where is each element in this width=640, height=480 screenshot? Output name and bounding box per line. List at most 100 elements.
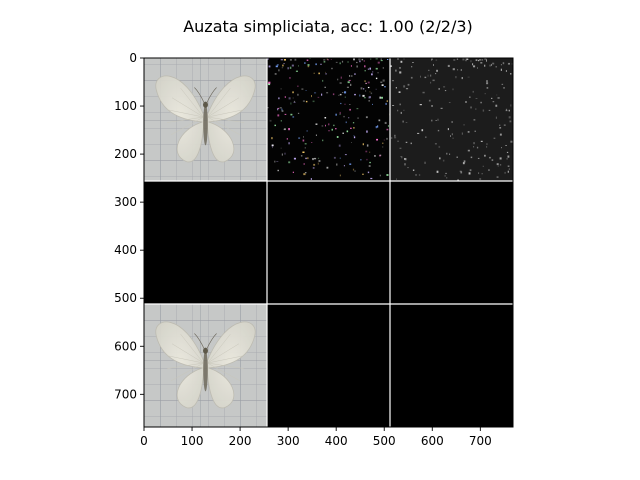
speckle-dot	[467, 76, 470, 78]
speckle-dot	[359, 94, 361, 97]
y-tick-label: 500	[114, 291, 137, 305]
moth-wing-vein	[180, 333, 204, 364]
speckle-dot	[369, 67, 371, 70]
speckle-dot	[303, 173, 306, 176]
speckle-dot	[481, 173, 483, 175]
speckle-dot	[287, 67, 289, 70]
speckle-dot	[377, 61, 380, 64]
speckle-dot	[335, 128, 337, 130]
speckle-dot	[394, 134, 396, 137]
speckle-dot	[421, 129, 424, 132]
speckle-dot	[353, 136, 356, 139]
speckle-dot	[486, 143, 488, 146]
speckle-dot	[480, 101, 482, 104]
speckle-dot	[394, 137, 397, 139]
speckle-dot	[325, 71, 326, 73]
speckle-dot	[453, 59, 456, 61]
speckle-dot	[295, 70, 298, 72]
speckle-dot	[339, 111, 341, 114]
tile-content	[390, 181, 513, 304]
speckle-dot	[484, 58, 487, 60]
speckle-dot	[281, 110, 284, 112]
speckle-dot	[369, 91, 371, 93]
speckle-dot	[280, 147, 282, 149]
speckle-dot	[360, 87, 363, 90]
speckle-dot	[290, 113, 293, 116]
speckle-dot	[343, 115, 345, 118]
speckle-dot	[387, 59, 389, 60]
moth-wing-vein	[207, 116, 245, 123]
speckle-dot	[347, 61, 349, 63]
speckle-dot	[481, 59, 484, 61]
speckle-dot	[302, 151, 305, 153]
speckle-dot	[280, 120, 282, 122]
speckle-dot	[480, 140, 483, 142]
speckle-dot	[277, 114, 280, 117]
speckle-dot	[469, 96, 471, 98]
speckle-dot	[339, 157, 341, 159]
speckle-dot	[297, 93, 299, 96]
speckle-dot	[289, 66, 292, 69]
moth-body	[203, 349, 208, 392]
speckle-dot	[372, 71, 374, 73]
speckle-dot	[374, 155, 376, 157]
speckle-dot	[283, 63, 285, 65]
speckle-dot	[507, 165, 510, 167]
speckle-dot	[363, 88, 365, 90]
speckle-dot	[368, 96, 370, 99]
speckle-dot	[403, 58, 405, 60]
speckle-dot	[280, 88, 282, 90]
image-tiles	[144, 58, 513, 427]
speckle-dot	[431, 105, 433, 107]
speckle-dot	[464, 58, 466, 60]
speckle-dot	[293, 100, 296, 102]
speckle-dot	[336, 163, 338, 166]
speckle-dot	[460, 171, 463, 174]
speckle-dot	[278, 97, 280, 100]
speckle-dot	[405, 88, 409, 90]
speckle-dot	[472, 63, 474, 66]
speckle-dot	[403, 109, 405, 111]
speckle-dot	[379, 174, 381, 177]
speckle-dot	[323, 61, 326, 63]
speckle-dot	[282, 64, 284, 67]
speckle-dot	[326, 58, 328, 60]
speckle-dot	[381, 84, 384, 86]
speckle-dot	[359, 60, 361, 63]
speckle-dot	[428, 99, 431, 102]
moth-wing-vein	[207, 343, 240, 364]
blank-tile-fill	[390, 304, 513, 427]
y-tick-label: 400	[114, 243, 137, 257]
speckle-dot	[375, 67, 378, 70]
speckle-dot	[443, 86, 446, 88]
blank-tile-fill	[267, 181, 390, 304]
speckle-dot	[289, 59, 292, 61]
speckle-dot	[306, 59, 309, 61]
speckle-dot	[430, 74, 432, 77]
speckle-dot	[306, 130, 308, 132]
speckle-dot	[274, 73, 277, 75]
speckle-background	[390, 58, 513, 181]
speckle-dot	[478, 172, 480, 174]
speckle-dot	[467, 131, 470, 133]
speckle-dot	[363, 60, 365, 62]
speckle-dot	[459, 170, 462, 172]
speckle-dot	[444, 174, 446, 177]
speckle-dot	[382, 146, 384, 148]
speckle-dot	[274, 124, 276, 127]
speckle-dot	[382, 79, 385, 82]
speckle-dot	[366, 158, 368, 161]
x-tick-label: 700	[469, 434, 492, 448]
speckle-dot	[317, 96, 320, 98]
speckle-dot	[507, 170, 509, 173]
moth-wing-vein	[167, 355, 204, 364]
speckle-dot	[497, 165, 499, 167]
speckle-dot	[499, 133, 502, 136]
speckle-dot	[467, 149, 470, 152]
speckle-dot	[380, 58, 382, 60]
speckle-dot	[281, 153, 283, 156]
speckle-dot	[290, 102, 292, 105]
speckle-dot	[321, 93, 323, 96]
moth-antenna	[194, 87, 205, 104]
speckle-dot	[398, 91, 401, 93]
